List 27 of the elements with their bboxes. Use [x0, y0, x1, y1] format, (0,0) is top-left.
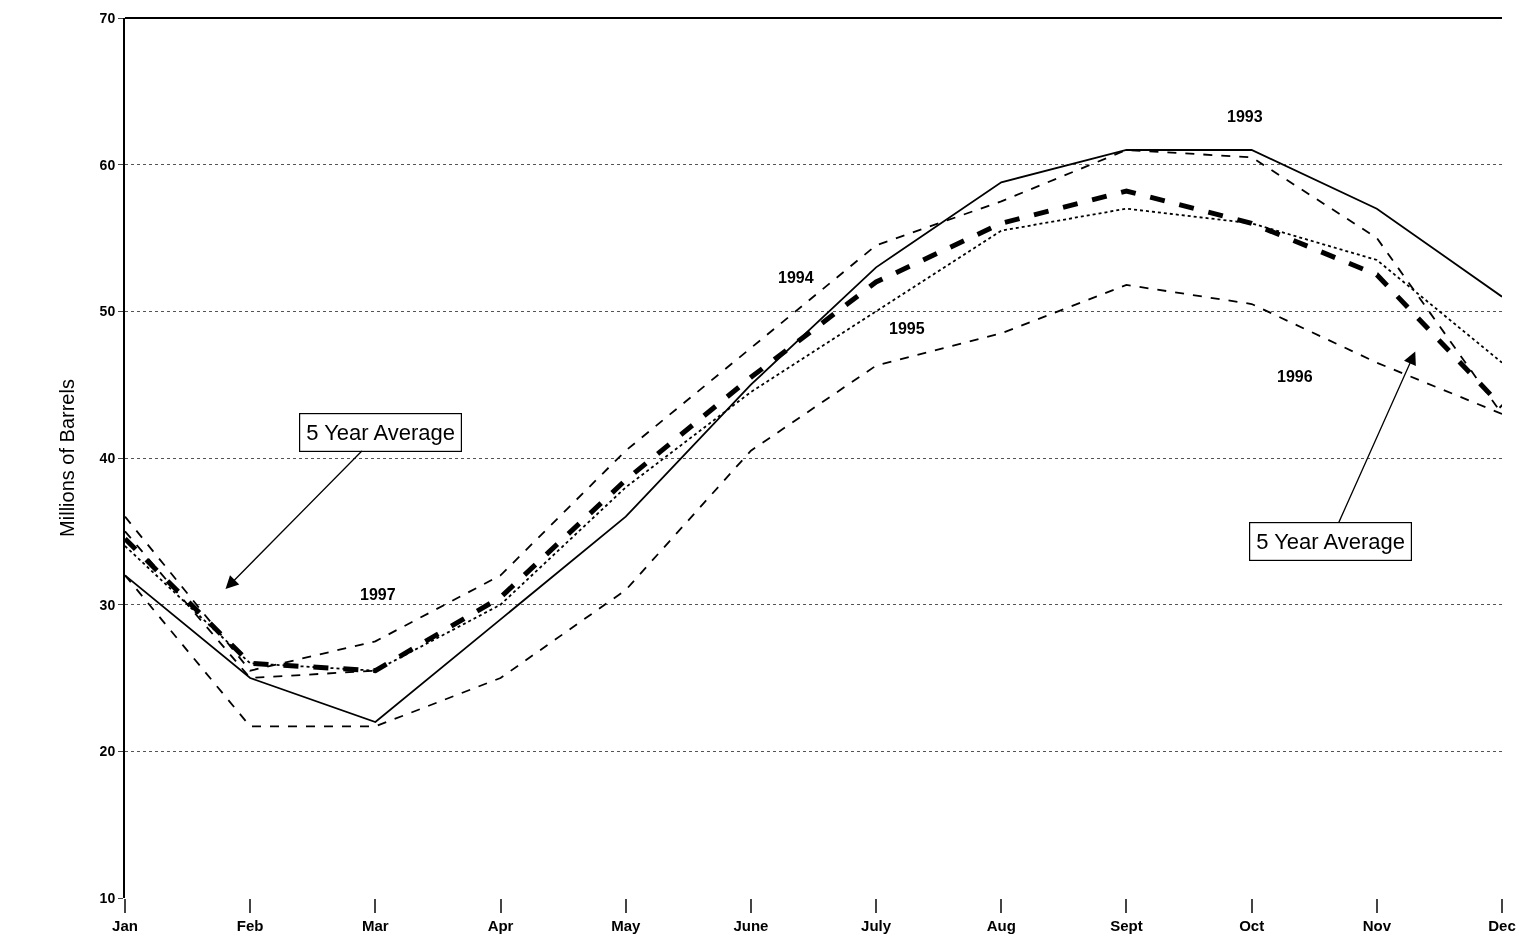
annotation: 1996 — [1277, 368, 1313, 385]
annotation: 1994 — [778, 269, 814, 286]
x-tick-label: Jan — [112, 917, 138, 934]
x-tick-label: Nov — [1362, 917, 1392, 934]
x-tick-label: Mar — [362, 917, 389, 934]
y-tick-label: 50 — [99, 303, 116, 320]
x-tick-label: Aug — [986, 917, 1016, 934]
annotation: 1995 — [889, 320, 925, 337]
x-tick-label: Dec — [1488, 917, 1516, 934]
x-tick-label: Oct — [1239, 917, 1265, 934]
y-tick-label: 10 — [99, 889, 116, 906]
x-tick-label: Sept — [1110, 917, 1143, 934]
x-tick-label: Apr — [487, 917, 514, 934]
y-tick-label: 20 — [99, 743, 116, 760]
x-tick-label: Feb — [236, 917, 264, 934]
annotation: 5 Year Average — [306, 420, 456, 446]
x-tick-label: May — [611, 917, 641, 934]
annotation: 1993 — [1227, 108, 1263, 125]
annotation: 1997 — [360, 586, 396, 603]
y-tick-label: 70 — [99, 9, 116, 26]
x-tick-label: June — [733, 917, 769, 934]
annotation: 5 Year Average — [1256, 529, 1406, 555]
y-axis-title: Millions of Barrels — [55, 379, 78, 537]
y-tick-label: 40 — [99, 449, 116, 466]
y-tick-label: 60 — [99, 156, 116, 173]
y-tick-label: 30 — [99, 596, 116, 613]
x-tick-label: July — [861, 917, 892, 934]
